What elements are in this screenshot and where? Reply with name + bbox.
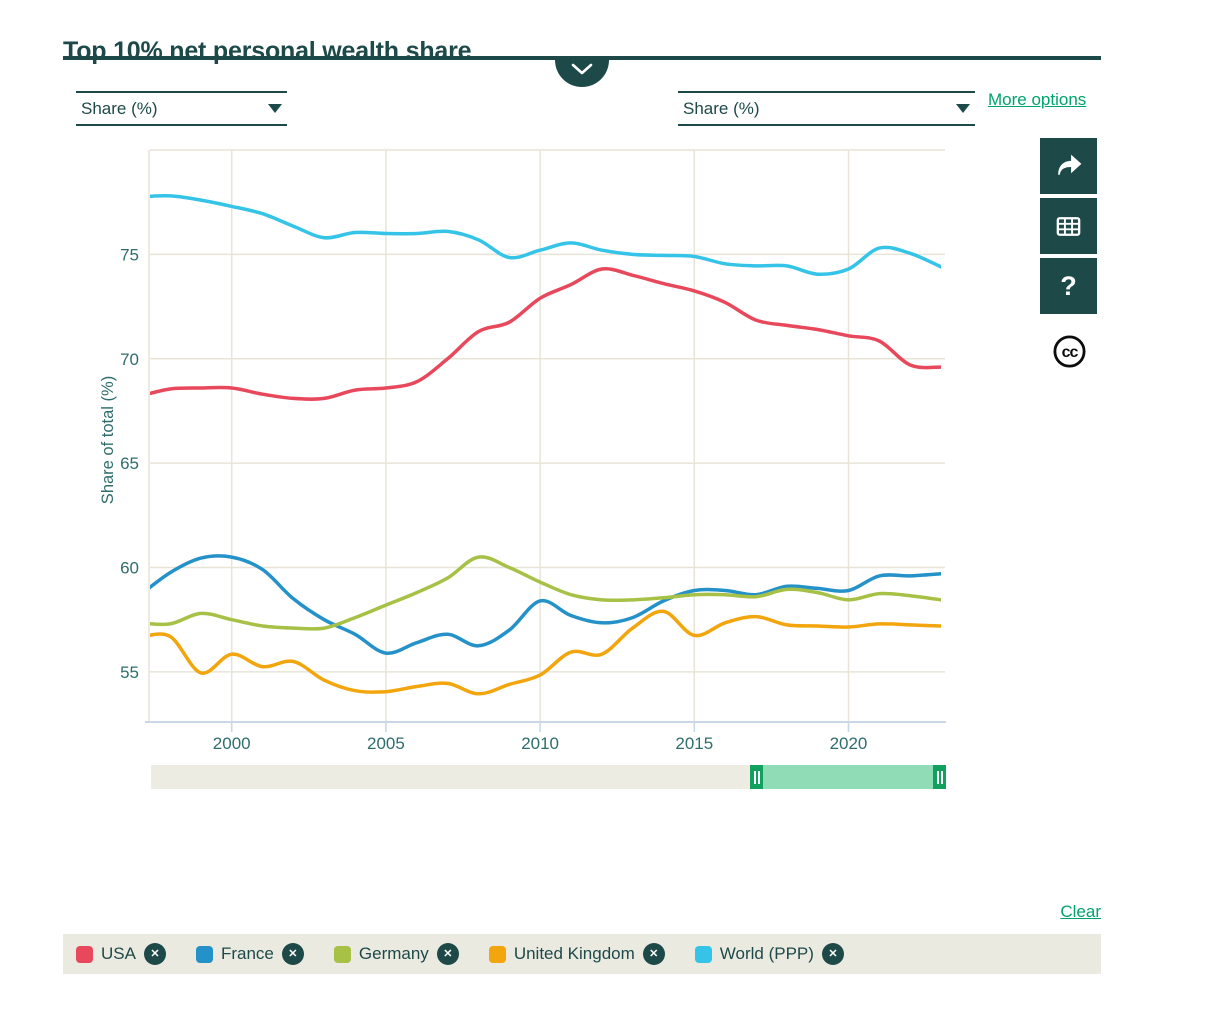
legend-label-germany: Germany (358, 944, 429, 963)
y-tick-label-65: 65 (120, 454, 139, 473)
y-tick-label-70: 70 (120, 350, 139, 369)
share-arrow-icon (1058, 154, 1082, 175)
x-tick-label-2015: 2015 (675, 734, 713, 753)
help-button[interactable]: ? (1040, 258, 1097, 314)
svg-text:cc: cc (1062, 344, 1079, 361)
more-options-link[interactable]: More options (988, 90, 1087, 109)
time-range-handle-left[interactable] (750, 765, 763, 789)
legend-bar: USA ✕ France ✕ Germany ✕ United Kingdom ✕ World … (63, 934, 1101, 974)
clear-selection-link[interactable]: Clear (1060, 902, 1101, 921)
table-grid-icon (1056, 216, 1081, 236)
y-tick-label-75: 75 (120, 245, 139, 264)
time-range-selected-region[interactable] (750, 765, 946, 789)
metric-dropdown-right[interactable]: Share (%) (678, 91, 975, 126)
legend-color-chip-france (195, 945, 213, 963)
legend-label-usa: USA (101, 944, 136, 963)
remove-series-button-united-kingdom[interactable]: ✕ (642, 943, 665, 965)
remove-series-button-usa[interactable]: ✕ (143, 943, 166, 965)
series-line-united-kingdom[interactable] (139, 609, 941, 696)
title-divider (63, 56, 1101, 60)
metric-dropdown-left[interactable]: Share (%) (76, 91, 287, 126)
legend-color-chip-usa (76, 945, 93, 963)
chevron-down-icon (571, 63, 593, 75)
x-tick-label-2020: 2020 (830, 734, 868, 753)
page-title: Top 10% net personal wealth share (63, 36, 472, 65)
question-mark-icon: ? (1060, 270, 1077, 301)
legend-label-united-kingdom: United Kingdom (513, 944, 635, 963)
legend-color-chip-germany (333, 945, 351, 963)
metric-dropdown-left-value: Share (%) (81, 98, 158, 118)
series-line-germany[interactable] (139, 555, 941, 631)
remove-series-button-germany[interactable]: ✕ (436, 943, 459, 965)
dropdown-caret-icon (268, 104, 282, 113)
legend-item-world-ppp: World (PPP) ✕ (694, 943, 844, 965)
creative-commons-badge[interactable]: cc (1051, 333, 1088, 370)
time-range-handle-right[interactable] (933, 765, 946, 789)
y-tick-label-60: 60 (120, 559, 139, 578)
remove-series-button-world-ppp[interactable]: ✕ (821, 943, 844, 965)
legend-item-france: France ✕ (195, 943, 304, 965)
y-axis-title: Share of total (%) (99, 376, 117, 504)
x-tick-label-2010: 2010 (521, 734, 559, 753)
y-tick-label-55: 55 (120, 663, 139, 682)
remove-series-button-france[interactable]: ✕ (281, 943, 304, 965)
series-line-france[interactable] (139, 554, 941, 655)
share-export-button[interactable] (1040, 138, 1097, 194)
legend-label-france: France (220, 944, 274, 963)
wealth-line-chart: 2000 2005 2010 2015 2020 55 60 65 70 75 Share of t… (99, 149, 946, 753)
legend-color-chip-united-kingdom (488, 945, 506, 963)
series-line-world-ppp[interactable] (139, 194, 941, 277)
time-range-slider[interactable] (151, 765, 946, 789)
x-tick-label-2005: 2005 (367, 734, 405, 753)
collapse-panel-button[interactable] (555, 60, 609, 87)
legend-label-world-ppp: World (PPP) (719, 944, 814, 963)
metric-dropdown-right-value: Share (%) (683, 98, 760, 118)
creative-commons-icon: cc (1053, 335, 1086, 368)
legend-item-germany: Germany ✕ (333, 943, 459, 965)
legend-item-usa: USA ✕ (76, 943, 166, 965)
series-line-usa[interactable] (139, 266, 941, 401)
x-tick-label-2000: 2000 (213, 734, 251, 753)
legend-item-united-kingdom: United Kingdom ✕ (488, 943, 665, 965)
dropdown-caret-icon (956, 104, 970, 113)
data-table-button[interactable] (1040, 198, 1097, 254)
legend-color-chip-world-ppp (694, 945, 712, 963)
